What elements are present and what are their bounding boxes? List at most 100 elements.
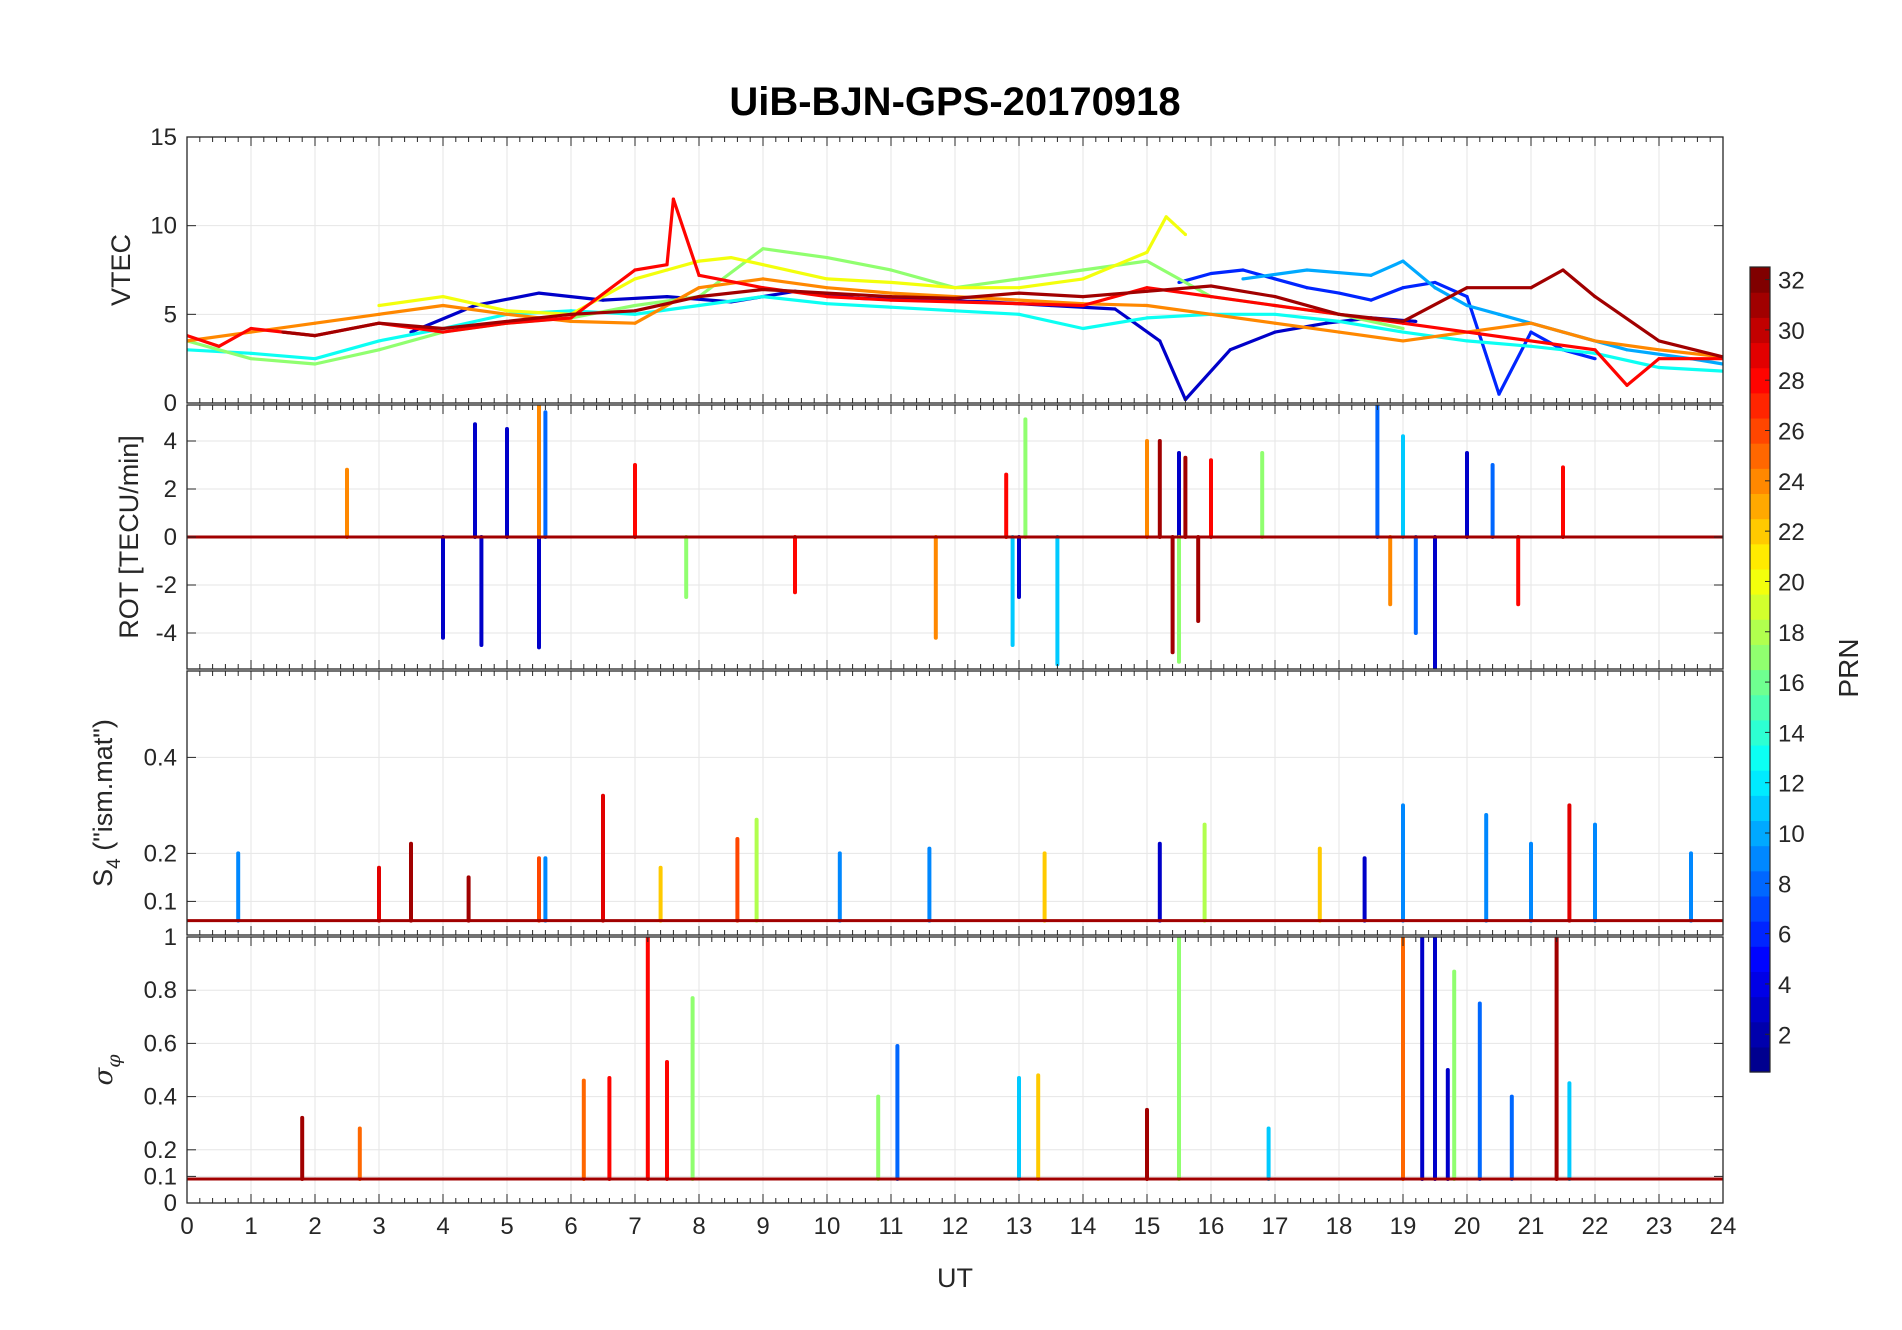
data-point	[1657, 339, 1661, 343]
data-point	[1081, 277, 1085, 281]
data-point	[1324, 321, 1328, 325]
data-point	[697, 295, 701, 299]
x-axis-label: UT	[937, 1263, 973, 1293]
data-point	[633, 312, 637, 316]
panel-s4: 0.1 0.2 0.4 S4 ("ism.mat")	[88, 670, 1724, 936]
data-point	[1401, 259, 1405, 263]
x-tick-label: 18	[1326, 1213, 1353, 1240]
data-point	[889, 280, 893, 285]
colorbar-segment	[1750, 342, 1770, 369]
y-tick-label: 0.4	[144, 1084, 177, 1111]
colorbar-segment	[1750, 744, 1770, 771]
data-point	[217, 344, 221, 348]
data-point	[697, 286, 701, 290]
chart-title: UiB-BJN-GPS-20170918	[729, 80, 1180, 124]
colorbar-label: PRN	[1833, 638, 1864, 697]
data-point	[1017, 302, 1021, 306]
y-tick-label: 0.2	[144, 1137, 177, 1164]
data-point	[665, 263, 669, 267]
data-point	[1529, 321, 1533, 325]
x-tick-label: 2	[308, 1213, 321, 1240]
data-point	[1625, 348, 1629, 352]
colorbar-segment	[1750, 392, 1770, 419]
data-point	[537, 291, 541, 295]
colorbar-tick-label: 26	[1778, 419, 1805, 446]
data-point	[889, 295, 893, 299]
x-tick-label: 12	[942, 1213, 969, 1240]
data-point	[377, 303, 381, 308]
colorbar-segment	[1750, 669, 1770, 696]
series-line-prn-6	[1178, 268, 1596, 396]
colorbar-tick-label: 18	[1778, 620, 1805, 647]
data-point	[761, 277, 765, 281]
panel-rot: -4 -2 0 2 4 ROT [TECU/min]	[114, 404, 1724, 670]
data-point	[697, 303, 701, 308]
series-group	[187, 197, 1723, 402]
colorbar-tick-label: 16	[1778, 670, 1805, 697]
y-tick-label: 0.6	[144, 1030, 177, 1057]
colorbar-segment	[1750, 820, 1770, 847]
data-point	[1241, 277, 1245, 281]
y-tick-label: -2	[156, 572, 177, 599]
colorbar-segment	[1750, 921, 1770, 947]
data-point	[1273, 295, 1277, 299]
data-point	[1465, 295, 1469, 299]
y-axis-label: ROT [TECU/min]	[114, 435, 144, 639]
colorbar-tick-label: 8	[1778, 871, 1791, 898]
x-tick-label: 15	[1134, 1213, 1161, 1240]
colorbar-segment	[1750, 770, 1770, 796]
y-tick-label: 0.1	[144, 1163, 177, 1190]
data-point	[729, 255, 733, 260]
data-point	[249, 330, 253, 334]
colorbar-segment	[1750, 594, 1770, 620]
data-point	[825, 277, 829, 281]
x-ticks	[186, 137, 1724, 403]
colorbar-tick-label: 22	[1778, 519, 1805, 546]
data-point	[889, 305, 893, 309]
data-point	[761, 263, 765, 267]
data-point	[1433, 280, 1437, 285]
data-point	[1529, 330, 1533, 334]
colorbar-tick-label: 10	[1778, 821, 1805, 848]
data-point	[1145, 259, 1149, 263]
colorbar-tick-label: 28	[1778, 368, 1805, 395]
colorbar-segment	[1750, 694, 1770, 721]
data-point	[1657, 357, 1661, 361]
colorbar-segment	[1750, 443, 1770, 469]
data-point	[1017, 286, 1021, 290]
data-point	[377, 312, 381, 316]
data-point	[1593, 295, 1597, 299]
data-point	[313, 362, 317, 366]
data-point	[761, 287, 765, 292]
x-tick-label: 9	[756, 1213, 769, 1240]
data-point	[825, 286, 829, 290]
data-point	[1401, 339, 1405, 343]
colorbar-frame	[1749, 266, 1771, 1073]
data-point	[313, 321, 317, 325]
x-tick-label: 5	[500, 1213, 513, 1240]
colorbar-segment	[1750, 996, 1770, 1023]
data-point	[441, 295, 445, 299]
data-point	[633, 277, 637, 281]
data-point	[825, 291, 829, 295]
data-point	[1337, 319, 1341, 324]
colorbar-segment	[1750, 543, 1770, 570]
data-point	[671, 197, 676, 201]
data-point	[825, 255, 829, 260]
x-tick-label: 19	[1390, 1213, 1417, 1240]
colorbar-segment	[1750, 1046, 1770, 1073]
colorbar-tick-label: 32	[1778, 268, 1805, 295]
data-point	[1017, 298, 1021, 302]
x-tick-label: 16	[1198, 1213, 1225, 1240]
data-point	[1241, 268, 1245, 272]
y-tick-label: 2	[164, 476, 177, 503]
data-point	[1017, 312, 1021, 316]
data-point	[1081, 326, 1085, 331]
data-point	[761, 295, 765, 299]
colorbar-segment	[1750, 845, 1770, 872]
data-point	[1369, 298, 1373, 302]
colorbar-segment	[1750, 870, 1770, 897]
